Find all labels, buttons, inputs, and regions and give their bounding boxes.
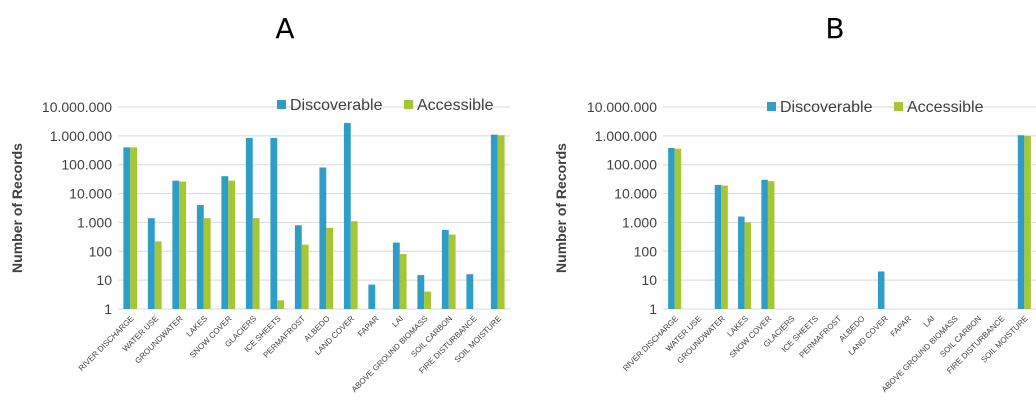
bar-accessible: [424, 291, 432, 309]
panel-b-label: B: [825, 12, 844, 45]
y-tick-label: 10.000.000: [587, 99, 657, 115]
y-tick-label: 100: [634, 243, 658, 259]
bar-discoverable: [319, 167, 327, 309]
chart-panel-a: 1 10 100 1.000 10.000 100.000 1.000.000 10.000.…: [9, 97, 510, 394]
y-tick-label: 100.000: [61, 157, 112, 173]
bar-accessible: [154, 241, 162, 309]
x-category-label: LAI: [922, 314, 937, 329]
x-category-label: LAI: [390, 314, 405, 329]
bar-accessible: [277, 300, 285, 309]
bar-accessible: [326, 227, 334, 309]
bar-accessible: [767, 181, 775, 309]
legend-swatch-discoverable: [767, 102, 776, 111]
bar-discoverable: [196, 205, 204, 309]
bar-accessible: [744, 222, 752, 309]
bar-discoverable: [877, 271, 885, 309]
bar-accessible: [179, 181, 187, 309]
legend-label-discoverable: Discoverable: [290, 97, 383, 114]
bar-discoverable: [1017, 135, 1025, 309]
bar-accessible: [252, 218, 260, 309]
bar-discoverable: [270, 137, 278, 309]
bar-accessible: [497, 135, 505, 309]
bar-discoverable: [490, 134, 498, 309]
panel-a-label: A: [275, 12, 294, 45]
x-category-label: SOIL MOISTURE: [453, 314, 503, 364]
bar-discoverable: [221, 176, 229, 309]
y-tick-label: 10: [641, 272, 657, 288]
bar-discoverable: [668, 147, 675, 309]
y-tick-label: 1.000.000: [50, 128, 112, 144]
bar-discoverable: [761, 179, 768, 309]
bar-discoverable: [441, 229, 449, 309]
y-tick-label: 10.000: [69, 186, 112, 202]
y-tick-label: 100: [89, 243, 113, 259]
x-category-label: GROUNDWATER: [133, 314, 184, 365]
x-category-label: FAPAR: [889, 314, 914, 339]
bar-accessible: [674, 148, 682, 309]
bar-discoverable: [245, 137, 253, 309]
y-axis-title: Number of Records: [9, 143, 25, 273]
bar-discoverable: [147, 218, 155, 309]
legend-swatch-discoverable: [277, 100, 286, 109]
bar-accessible: [1024, 135, 1031, 309]
y-tick-label: 1.000: [622, 214, 657, 230]
chart-panel-b: 1 10 100 1.000 10.000 100.000 1.000.000 10.000.…: [553, 99, 1036, 394]
bar-accessible: [448, 234, 456, 309]
bar-discoverable: [738, 216, 745, 309]
legend-label-accessible: Accessible: [907, 99, 984, 116]
bar-accessible: [721, 185, 728, 309]
bar-accessible: [203, 218, 211, 309]
legend-swatch-accessible: [894, 102, 903, 111]
bar-discoverable: [343, 122, 351, 310]
y-tick-label: 1: [649, 301, 657, 317]
bar-accessible: [399, 254, 407, 309]
bar-discoverable: [417, 275, 425, 309]
bar-discoverable: [172, 180, 180, 309]
bar-discoverable: [392, 242, 400, 309]
bar-discoverable: [123, 147, 131, 309]
bar-accessible: [350, 221, 358, 309]
legend-swatch-accessible: [404, 100, 413, 109]
y-tick-label: 100.000: [606, 157, 657, 173]
y-tick-label: 1: [104, 301, 112, 317]
bar-accessible: [228, 180, 236, 309]
bar-discoverable: [466, 274, 474, 309]
x-category-label: FAPAR: [356, 314, 381, 339]
bar-discoverable: [368, 284, 376, 309]
bar-accessible: [130, 147, 138, 309]
y-tick-label: 10: [96, 272, 112, 288]
legend-label-discoverable: Discoverable: [780, 99, 873, 116]
y-axis-title: Number of Records: [553, 143, 569, 273]
legend-label-accessible: Accessible: [417, 97, 494, 114]
y-tick-label: 1.000.000: [595, 128, 657, 144]
bar-discoverable: [714, 184, 722, 309]
y-tick-label: 10.000: [614, 186, 657, 202]
bar-discoverable: [294, 225, 302, 309]
y-tick-label: 10.000.000: [42, 99, 112, 115]
y-tick-label: 1.000: [77, 214, 112, 230]
bar-accessible: [301, 244, 309, 309]
